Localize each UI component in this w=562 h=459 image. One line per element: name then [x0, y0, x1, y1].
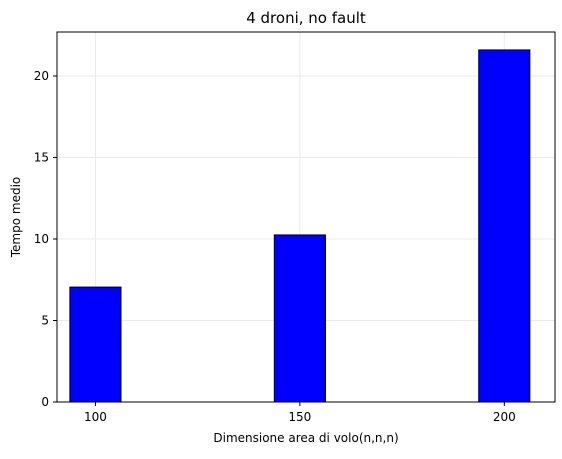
x-tick-label: 200 [493, 410, 516, 424]
bars [69, 49, 531, 403]
y-tick-label: 10 [34, 232, 49, 246]
y-tick-label: 20 [34, 69, 49, 83]
x-tick-label: 100 [84, 410, 107, 424]
axes [56, 31, 556, 403]
y-tick-label: 0 [41, 395, 49, 409]
y-axis-label: Tempo medio [9, 177, 23, 259]
bar [478, 49, 531, 403]
x-tick-label: 150 [288, 410, 311, 424]
bar [69, 286, 122, 403]
y-tick-label: 5 [41, 314, 49, 328]
y-tick-label: 15 [34, 151, 49, 165]
plot-frame [56, 31, 556, 403]
x-axis-label: Dimensione area di volo(n,n,n) [213, 431, 398, 445]
chart-title: 4 droni, no fault [246, 9, 366, 27]
bar [273, 234, 326, 403]
ticks: 100 150 200 0 5 10 15 20 [34, 69, 516, 424]
